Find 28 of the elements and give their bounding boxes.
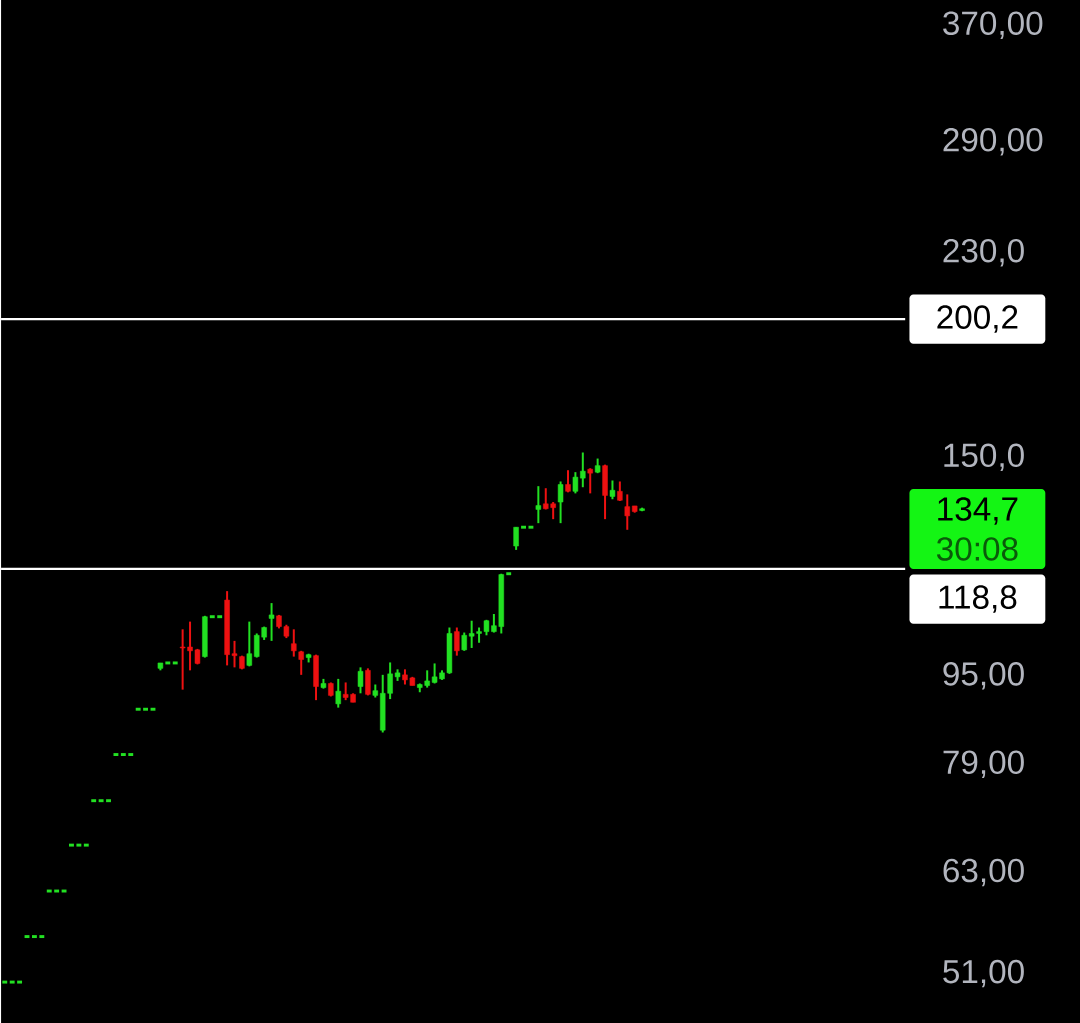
candlestick	[461, 631, 467, 652]
y-tick-label: 63,00	[943, 858, 1024, 887]
candlestick	[268, 602, 275, 642]
y-tick-label: 370,00	[943, 11, 1043, 39]
text: 134,7	[938, 497, 1018, 525]
candlestick	[112, 753, 120, 757]
candlestick	[535, 485, 542, 525]
candlestick	[454, 626, 460, 657]
candlestick	[298, 649, 304, 676]
y-tick-label: 230,0	[943, 238, 1024, 267]
y-tick-label: 95,00	[943, 662, 1024, 690]
candlestick	[609, 479, 616, 501]
y-tick-label: 150,0	[944, 443, 1024, 472]
candlestick	[357, 666, 364, 695]
y-tick-label: 290,00	[943, 127, 1043, 156]
candlestick	[587, 467, 593, 495]
candlestick	[246, 620, 253, 668]
candlestick	[335, 677, 341, 709]
candlestick	[513, 526, 519, 551]
y-tick-label: 79,00	[943, 750, 1024, 778]
y-tick-label: 51,00	[943, 959, 1024, 988]
ref-line-label: 118,8	[939, 585, 1017, 613]
text: 30:08	[936, 537, 1018, 561]
candlestick	[527, 525, 535, 529]
candlestick	[624, 493, 630, 531]
ref-line-label: 200,2	[937, 305, 1018, 333]
candlestick	[557, 480, 564, 525]
candlestick	[291, 628, 297, 658]
